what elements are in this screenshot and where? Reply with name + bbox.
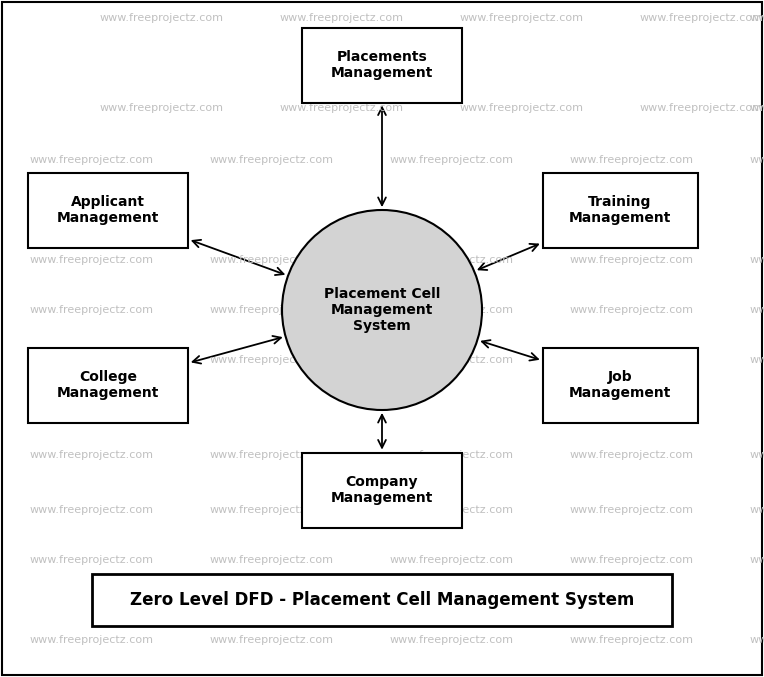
Text: www.: www. (750, 255, 764, 265)
Text: www.: www. (750, 355, 764, 365)
Text: www.: www. (750, 13, 764, 23)
Text: www.freeprojectz.com: www.freeprojectz.com (30, 450, 154, 460)
Text: www.freeprojectz.com: www.freeprojectz.com (570, 555, 694, 565)
Text: www.freeprojectz.com: www.freeprojectz.com (460, 103, 584, 113)
Text: www.freeprojectz.com: www.freeprojectz.com (30, 255, 154, 265)
Text: www.freeprojectz.com: www.freeprojectz.com (100, 103, 224, 113)
Text: www.freeprojectz.com: www.freeprojectz.com (210, 255, 334, 265)
Text: www.freeprojectz.com: www.freeprojectz.com (390, 505, 514, 515)
Text: www.freeprojectz.com: www.freeprojectz.com (210, 305, 334, 315)
Text: www.freeprojectz.com: www.freeprojectz.com (390, 450, 514, 460)
Text: Job
Management: Job Management (569, 370, 672, 400)
Bar (28, 347, 188, 422)
Bar (302, 452, 462, 527)
Text: www.freeprojectz.com: www.freeprojectz.com (280, 13, 404, 23)
Text: www.: www. (750, 555, 764, 565)
Bar (92, 574, 672, 626)
Text: www.freeprojectz.com: www.freeprojectz.com (390, 635, 514, 645)
Text: www.freeprojectz.com: www.freeprojectz.com (390, 155, 514, 165)
Text: www.freeprojectz.com: www.freeprojectz.com (210, 155, 334, 165)
Text: www.freeprojectz.com: www.freeprojectz.com (210, 555, 334, 565)
Text: www.freeprojectz.com: www.freeprojectz.com (390, 255, 514, 265)
Text: www.freeprojectz.com: www.freeprojectz.com (640, 13, 764, 23)
Text: www.freeprojectz.com: www.freeprojectz.com (570, 255, 694, 265)
Text: Training
Management: Training Management (569, 195, 672, 225)
Text: www.freeprojectz.com: www.freeprojectz.com (100, 13, 224, 23)
Text: www.freeprojectz.com: www.freeprojectz.com (390, 555, 514, 565)
Text: www.freeprojectz.com: www.freeprojectz.com (30, 635, 154, 645)
Text: www.freeprojectz.com: www.freeprojectz.com (210, 450, 334, 460)
Text: www.freeprojectz.com: www.freeprojectz.com (570, 355, 694, 365)
Text: www.freeprojectz.com: www.freeprojectz.com (210, 505, 334, 515)
Text: Placements
Management: Placements Management (331, 50, 433, 80)
Text: www.: www. (750, 305, 764, 315)
Text: www.: www. (750, 103, 764, 113)
Bar (302, 28, 462, 102)
Circle shape (282, 210, 482, 410)
Text: www.freeprojectz.com: www.freeprojectz.com (390, 305, 514, 315)
Text: www.freeprojectz.com: www.freeprojectz.com (30, 305, 154, 315)
Text: www.freeprojectz.com: www.freeprojectz.com (570, 305, 694, 315)
Text: Company
Management: Company Management (331, 475, 433, 505)
Bar (542, 347, 698, 422)
Bar (542, 173, 698, 248)
Text: www.freeprojectz.com: www.freeprojectz.com (210, 355, 334, 365)
Bar (28, 173, 188, 248)
Text: www.freeprojectz.com: www.freeprojectz.com (30, 555, 154, 565)
Text: College
Management: College Management (57, 370, 159, 400)
Text: www.freeprojectz.com: www.freeprojectz.com (280, 103, 404, 113)
Text: www.freeprojectz.com: www.freeprojectz.com (570, 505, 694, 515)
Text: www.freeprojectz.com: www.freeprojectz.com (210, 635, 334, 645)
Text: www.freeprojectz.com: www.freeprojectz.com (30, 355, 154, 365)
Text: www.: www. (750, 450, 764, 460)
Text: www.freeprojectz.com: www.freeprojectz.com (460, 13, 584, 23)
Text: www.freeprojectz.com: www.freeprojectz.com (30, 505, 154, 515)
Text: www.: www. (750, 505, 764, 515)
Text: Applicant
Management: Applicant Management (57, 195, 159, 225)
Text: www.: www. (750, 155, 764, 165)
Text: www.freeprojectz.com: www.freeprojectz.com (570, 155, 694, 165)
Text: Zero Level DFD - Placement Cell Management System: Zero Level DFD - Placement Cell Manageme… (130, 591, 634, 609)
Text: Placement Cell
Management
System: Placement Cell Management System (324, 287, 440, 333)
Text: www.freeprojectz.com: www.freeprojectz.com (30, 155, 154, 165)
Text: www.: www. (750, 635, 764, 645)
Text: www.freeprojectz.com: www.freeprojectz.com (570, 450, 694, 460)
Text: www.freeprojectz.com: www.freeprojectz.com (570, 635, 694, 645)
Text: www.freeprojectz.com: www.freeprojectz.com (390, 355, 514, 365)
Text: www.freeprojectz.com: www.freeprojectz.com (640, 103, 764, 113)
